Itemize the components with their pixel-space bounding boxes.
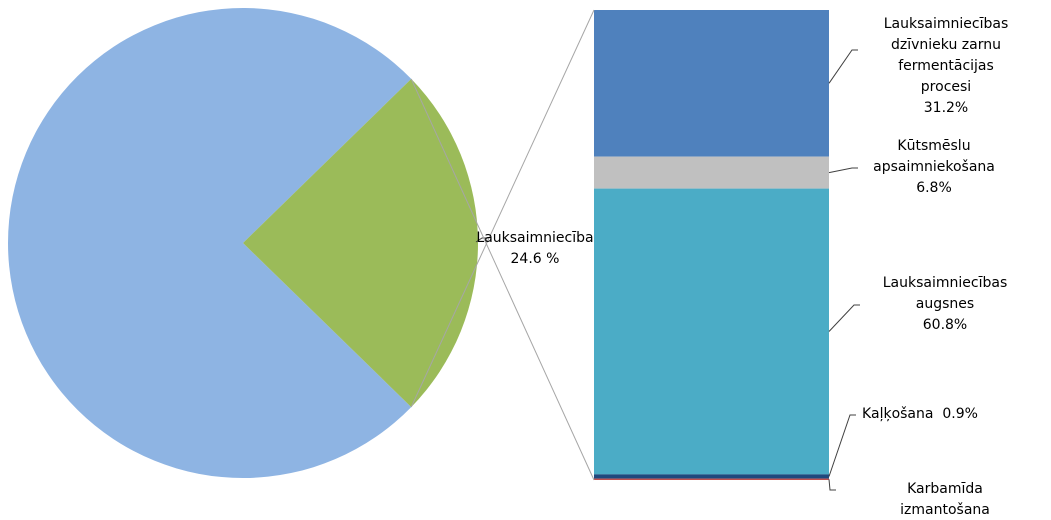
bar-segment xyxy=(594,156,829,189)
bar-segment xyxy=(594,10,829,157)
segment-value: 60.8% xyxy=(922,317,968,333)
bar-segment xyxy=(594,474,829,479)
leader-line xyxy=(475,237,489,243)
leader-line xyxy=(828,49,858,84)
slice-category: Lauksaimniecība xyxy=(476,230,594,246)
segment-label: Lauksaimniecības augsnes 60.8% xyxy=(883,273,1007,336)
slice-label: Lauksaimniecība 24.6 % xyxy=(476,228,593,270)
spacer xyxy=(933,406,942,422)
connector-line xyxy=(410,78,595,481)
segment-category: Lauksaimniecības augsnes xyxy=(882,275,1008,312)
segment-value: 6.8% xyxy=(916,180,952,196)
segment-label: Karbamīda izmantošana0.3% xyxy=(892,479,998,520)
slice-value: 24.6 % xyxy=(510,251,560,267)
segment-category: Lauksaimniecības dzīvnieku zarnu ferment… xyxy=(883,16,1009,95)
segment-category: Kūtsmēslu apsaimniekošana xyxy=(873,138,995,175)
leader-line xyxy=(828,414,856,477)
pie-slice xyxy=(8,7,412,478)
segment-label: Lauksaimniecības dzīvnieku zarnu ferment… xyxy=(884,14,1008,119)
segment-label: Kaļķošana 0.9% xyxy=(862,404,978,425)
segment-category: Kaļķošana xyxy=(862,406,934,422)
bar-segment xyxy=(594,188,829,475)
connector-line xyxy=(410,9,595,408)
pie-slice xyxy=(243,78,479,408)
segment-value: 31.2% xyxy=(923,100,969,116)
bar-segment xyxy=(594,478,829,480)
leader-line xyxy=(828,304,860,332)
segment-label: Kūtsmēslu apsaimniekošana 6.8% xyxy=(873,136,995,199)
leader-line xyxy=(828,167,858,174)
segment-value: 0.9% xyxy=(942,406,978,422)
leader-line xyxy=(828,479,836,491)
segment-category: Karbamīda izmantošana xyxy=(900,481,990,518)
